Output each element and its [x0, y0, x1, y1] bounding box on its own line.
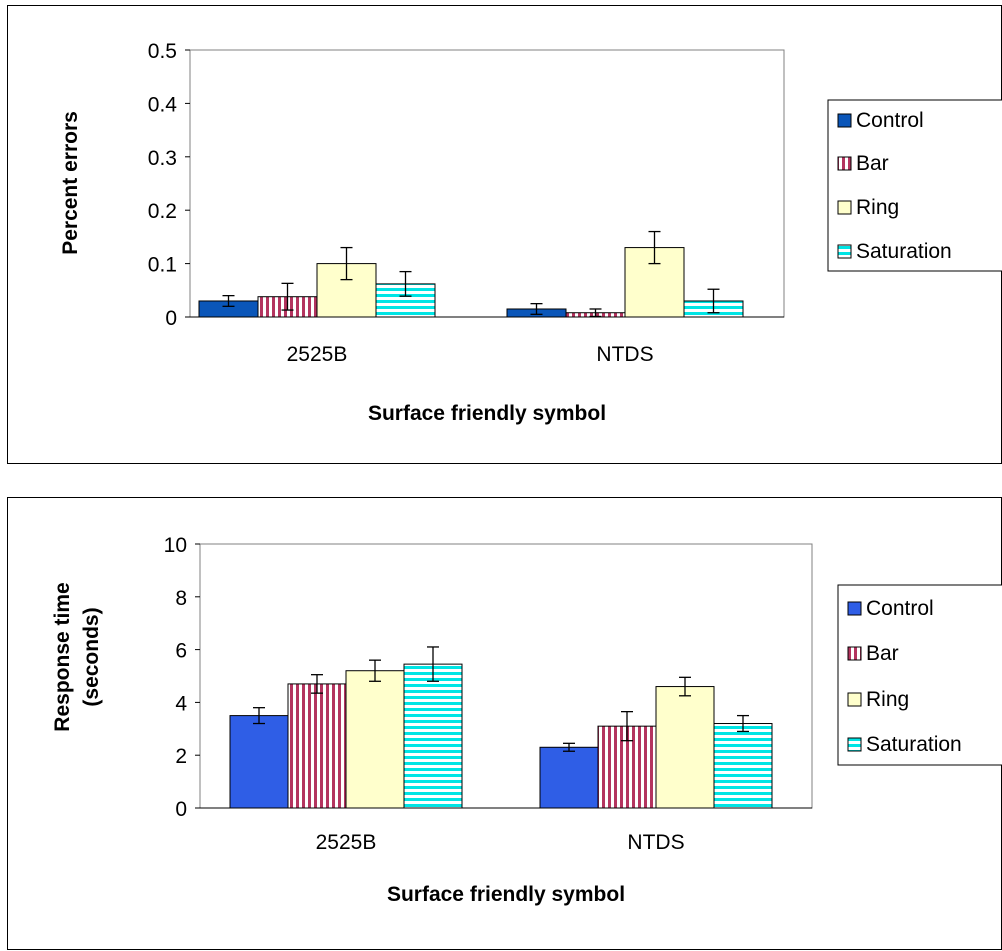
bar-control-2525b [229, 715, 289, 809]
x-tick-label: 2525B [287, 343, 348, 366]
error-bar-bar-ntds [589, 308, 602, 318]
legend-box [827, 99, 1002, 272]
error-bar-bar-2525b [281, 282, 294, 311]
percent-errors-bar-chart: 0 0.1 0.2 0.3 0.4 0.5 2525B NTDS Surface friendl… [59, 40, 1002, 425]
bar-saturation-ntds [713, 723, 773, 809]
y-axis-title-line: Response time [51, 582, 74, 731]
x-tick-label: 2525B [316, 831, 377, 854]
legend-swatch-saturation [837, 244, 852, 259]
legend-label-ring: Ring [856, 196, 899, 219]
bar-control-ntds [539, 746, 599, 809]
response-time-bar-chart: 0 2 4 6 8 10 2525B NTDS Surface friendly symbol R… [51, 534, 1002, 906]
x-tick-label: NTDS [627, 831, 684, 854]
error-bar-saturation-2525b [427, 646, 439, 682]
legend-label-control: Control [856, 109, 924, 132]
error-bar-control-ntds [563, 742, 575, 752]
error-bar-saturation-2525b [399, 270, 412, 297]
y-tick-label: 4 [175, 692, 187, 715]
error-bar-ring-2525b [369, 659, 381, 682]
legend-swatch-bar [847, 646, 862, 661]
y-axis-title: Percent errors [59, 111, 82, 255]
y-tick-label: 0.4 [148, 93, 178, 116]
y-axis-title-line: Percent errors [59, 111, 82, 255]
plot-area [189, 49, 785, 318]
chart-panel-percent-errors: 0 0.1 0.2 0.3 0.4 0.5 2525B NTDS Surface friendl… [7, 5, 1002, 464]
error-bar-bar-ntds [621, 710, 633, 742]
error-bar-saturation-ntds [737, 714, 749, 733]
chart-panel-response-time: 0 2 4 6 8 10 2525B NTDS Surface friendly symbol R… [7, 497, 1002, 950]
error-bar-control-ntds [530, 302, 543, 315]
y-tick-label: 0 [175, 798, 187, 821]
y-tick-label: 0.1 [148, 254, 177, 277]
error-bar-ring-ntds [648, 230, 661, 265]
y-tick-label: 0.5 [148, 40, 177, 63]
legend-label-ring: Ring [866, 688, 909, 711]
error-bar-ring-2525b [340, 246, 353, 281]
legend-label-bar: Bar [856, 152, 889, 175]
legend-label-bar: Bar [866, 642, 899, 665]
error-bar-control-2525b [253, 707, 265, 725]
legend-swatch-saturation [847, 737, 862, 752]
error-bar-bar-2525b [311, 674, 323, 694]
legend-swatch-bar [837, 156, 852, 171]
x-tick-label: NTDS [596, 343, 653, 366]
y-tick-label: 10 [164, 534, 187, 557]
legend-swatch-control [837, 113, 852, 128]
error-bar-saturation-ntds [707, 288, 720, 314]
legend-box [837, 584, 1002, 766]
y-tick-label: 0 [165, 307, 177, 330]
legend-label-saturation: Saturation [866, 733, 962, 756]
legend-swatch-ring [837, 200, 852, 215]
bar-bar-2525b [287, 683, 347, 809]
x-axis-title: Surface friendly symbol [387, 883, 625, 906]
legend-label-saturation: Saturation [856, 240, 952, 263]
legend-swatch-ring [847, 692, 862, 707]
legend-label-control: Control [866, 597, 934, 620]
bar-ring-2525b [345, 670, 405, 809]
bar-saturation-2525b [403, 663, 463, 809]
legend-swatch-control [847, 601, 862, 616]
error-bar-ring-ntds [679, 676, 691, 697]
bar-ring-ntds [655, 686, 715, 809]
y-axis-title-line: (seconds) [80, 607, 103, 706]
y-tick-label: 8 [175, 587, 187, 610]
error-bar-control-2525b [222, 294, 235, 307]
y-tick-label: 2 [175, 745, 187, 768]
y-tick-label: 0.3 [148, 147, 177, 170]
y-axis-title: Response time (seconds) [51, 582, 103, 731]
y-tick-label: 6 [175, 640, 187, 663]
y-tick-label: 0.2 [148, 200, 177, 223]
x-axis-title: Surface friendly symbol [368, 402, 606, 425]
